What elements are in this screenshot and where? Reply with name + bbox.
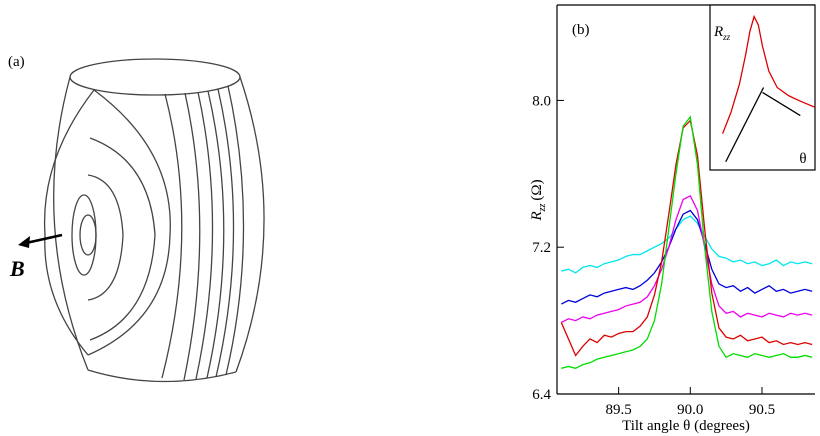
inset-frame <box>709 4 816 171</box>
contour <box>206 90 225 379</box>
contour <box>161 93 183 379</box>
x-tick-label: 90.0 <box>677 402 703 418</box>
contour <box>79 214 97 256</box>
data-line <box>561 209 813 305</box>
y-label-subscript: zz <box>537 203 548 212</box>
panel-label: (a) <box>8 54 25 70</box>
contour <box>87 174 124 301</box>
contour <box>195 91 214 380</box>
contour <box>43 89 171 356</box>
x-tick-label: 89.5 <box>606 402 632 418</box>
data-line <box>725 87 765 163</box>
field-arrowhead <box>18 236 30 248</box>
inset-y-label: Rzz <box>713 24 731 42</box>
plot: 89.5 90.0 90.5 6.4 7.2 8.0 (b) Tilt angle θ (de… <box>529 4 816 434</box>
y-tick-label: 6.4 <box>532 387 551 403</box>
data-line <box>721 14 815 134</box>
contour <box>183 92 201 381</box>
x-tick-label: 90.5 <box>749 402 775 418</box>
y-tick-label: 7.2 <box>532 240 551 256</box>
inset-y-symbol: R <box>713 24 723 40</box>
contour <box>89 137 156 341</box>
data-line <box>561 115 813 370</box>
data-line <box>762 91 801 117</box>
inset-x-label: θ <box>799 151 806 167</box>
y-label-symbol: R <box>529 211 545 221</box>
contour <box>215 88 235 378</box>
cylinder-side <box>53 76 89 371</box>
inset-y-subscript: zz <box>722 32 731 42</box>
series-group <box>560 115 813 370</box>
cylinder-side <box>235 76 265 373</box>
contour <box>225 85 245 376</box>
cylinder-bottom <box>87 369 237 383</box>
y-tick-label: 8.0 <box>532 93 551 109</box>
cylinder-diagram: (a) B <box>8 54 265 383</box>
series-group <box>721 14 815 163</box>
x-axis-label: Tilt angle θ (degrees) <box>622 418 750 434</box>
y-axis-label: Rzz (Ω) <box>529 179 548 221</box>
data-line <box>561 215 813 274</box>
contour <box>71 194 97 276</box>
panel-label: (b) <box>572 22 590 38</box>
data-line <box>560 119 813 357</box>
field-arrow <box>25 233 63 245</box>
cylinder-top <box>69 58 241 96</box>
y-label-unit: (Ω) <box>529 179 545 200</box>
field-label: B <box>9 256 25 281</box>
data-line <box>561 194 813 324</box>
